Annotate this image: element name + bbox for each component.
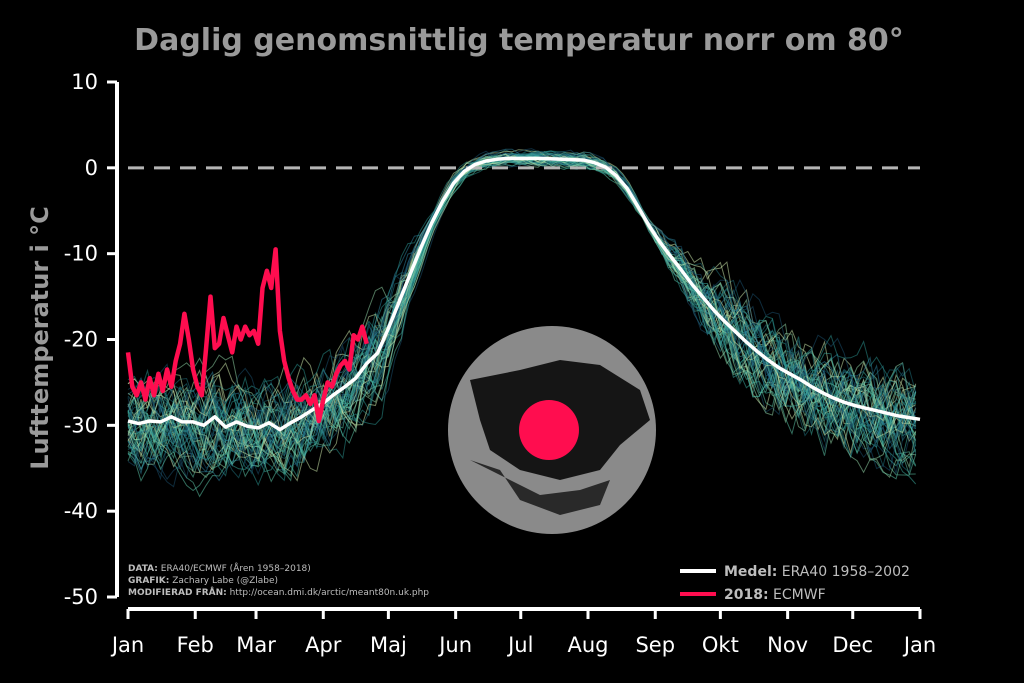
y-tick-label: -40 [64, 499, 98, 523]
legend-2018-text: ECMWF [773, 587, 826, 603]
source-modified-text: http://ocean.dmi.dk/arctic/meant80n.uk.p… [230, 588, 430, 598]
source-data-label: DATA: [128, 564, 158, 574]
legend-mean-text: ERA40 1958–2002 [782, 564, 910, 580]
x-tick-label: Apr [305, 633, 342, 657]
x-tick-label: Feb [177, 633, 214, 657]
source-graphic: GRAFIK: Zachary Labe (@Zlabe) [128, 576, 278, 586]
y-tick-label: -10 [64, 242, 98, 266]
y-tick-label: -20 [64, 328, 98, 352]
x-tick-label: Jun [437, 633, 472, 657]
y-tick-label: 0 [85, 156, 98, 180]
x-tick-label: Dec [832, 633, 873, 657]
x-tick-label: Sep [635, 633, 675, 657]
legend-mean-bold: Medel: [724, 564, 777, 580]
y-tick-label: -30 [64, 413, 98, 437]
ensemble-year-line [127, 155, 916, 460]
source-graphic-label: GRAFIK: [128, 576, 169, 586]
y-axis-label: Lufttemperatur i °C [26, 206, 54, 469]
legend-2018: 2018: ECMWF [724, 587, 826, 603]
x-tick-label: Okt [702, 633, 739, 657]
arctic-map [448, 326, 656, 534]
x-tick-label: Mar [236, 633, 276, 657]
x-tick-label: Jan [110, 633, 144, 657]
chart-title: Daglig genomsnittlig temperatur norr om … [134, 23, 904, 58]
source-graphic-text: Zachary Labe (@Zlabe) [172, 576, 278, 586]
x-tick-label: Nov [767, 633, 808, 657]
legend-mean: Medel: ERA40 1958–2002 [724, 564, 910, 580]
y-tick-label: -50 [64, 585, 98, 609]
x-tick-label: Aug [568, 633, 609, 657]
source-modified: MODIFIERAD FRÅN: http://ocean.dmi.dk/arc… [128, 587, 429, 598]
ensemble-year-line [127, 148, 917, 456]
map-highlight-80n [519, 400, 579, 460]
y-tick-label: 10 [71, 70, 98, 94]
series-line-mean [127, 156, 921, 432]
y-axis: 10 0 -10 -20 -30 -40 -50 [64, 70, 119, 609]
x-tick-label: Jan [902, 633, 936, 657]
x-axis: Jan Feb Mar Apr Maj Jun Jul Aug Sep Okt Nov Dec Jan [110, 607, 936, 657]
source-text: DATA: ERA40/ECMWF (Åren 1958–2018) GRAFI… [128, 562, 429, 598]
source-data-text: ERA40/ECMWF (Åren 1958–2018) [161, 562, 311, 574]
ensemble-year-line [127, 158, 917, 474]
source-data: DATA: ERA40/ECMWF (Åren 1958–2018) [128, 562, 311, 574]
series-line-2018 [125, 247, 369, 424]
source-modified-label: MODIFIERAD FRÅN: [128, 587, 227, 598]
legend-2018-bold: 2018: [724, 587, 769, 603]
x-tick-label: Jul [506, 633, 533, 657]
ensemble-year-line [127, 152, 917, 449]
map-land [470, 460, 610, 515]
legend: Medel: ERA40 1958–2002 2018: ECMWF [680, 564, 910, 603]
x-tick-label: Maj [370, 633, 407, 657]
